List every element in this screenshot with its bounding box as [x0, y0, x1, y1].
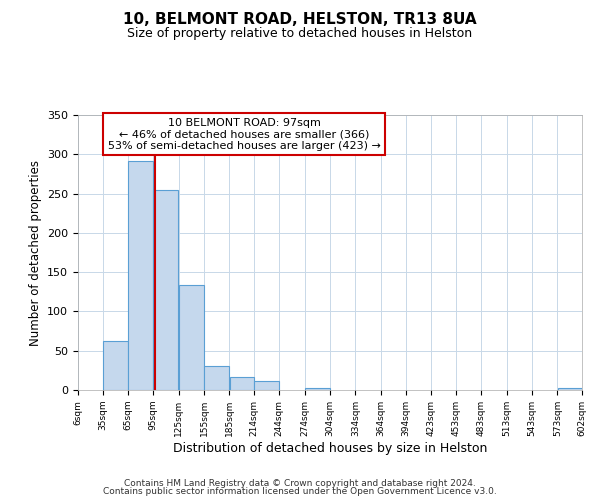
- Text: Contains HM Land Registry data © Crown copyright and database right 2024.: Contains HM Land Registry data © Crown c…: [124, 478, 476, 488]
- X-axis label: Distribution of detached houses by size in Helston: Distribution of detached houses by size …: [173, 442, 487, 454]
- Text: 10, BELMONT ROAD, HELSTON, TR13 8UA: 10, BELMONT ROAD, HELSTON, TR13 8UA: [123, 12, 477, 28]
- Bar: [204, 366, 229, 390]
- Text: Contains public sector information licensed under the Open Government Licence v3: Contains public sector information licen…: [103, 487, 497, 496]
- Bar: [254, 382, 279, 390]
- Bar: [128, 162, 153, 390]
- Text: 10 BELMONT ROAD: 97sqm
← 46% of detached houses are smaller (366)
53% of semi-de: 10 BELMONT ROAD: 97sqm ← 46% of detached…: [108, 118, 381, 151]
- Y-axis label: Number of detached properties: Number of detached properties: [29, 160, 41, 346]
- Bar: [154, 190, 178, 390]
- Text: Size of property relative to detached houses in Helston: Size of property relative to detached ho…: [127, 28, 473, 40]
- Bar: [179, 284, 204, 390]
- Bar: [557, 388, 582, 390]
- Bar: [305, 388, 330, 390]
- Bar: [230, 376, 254, 390]
- Bar: [103, 342, 128, 390]
